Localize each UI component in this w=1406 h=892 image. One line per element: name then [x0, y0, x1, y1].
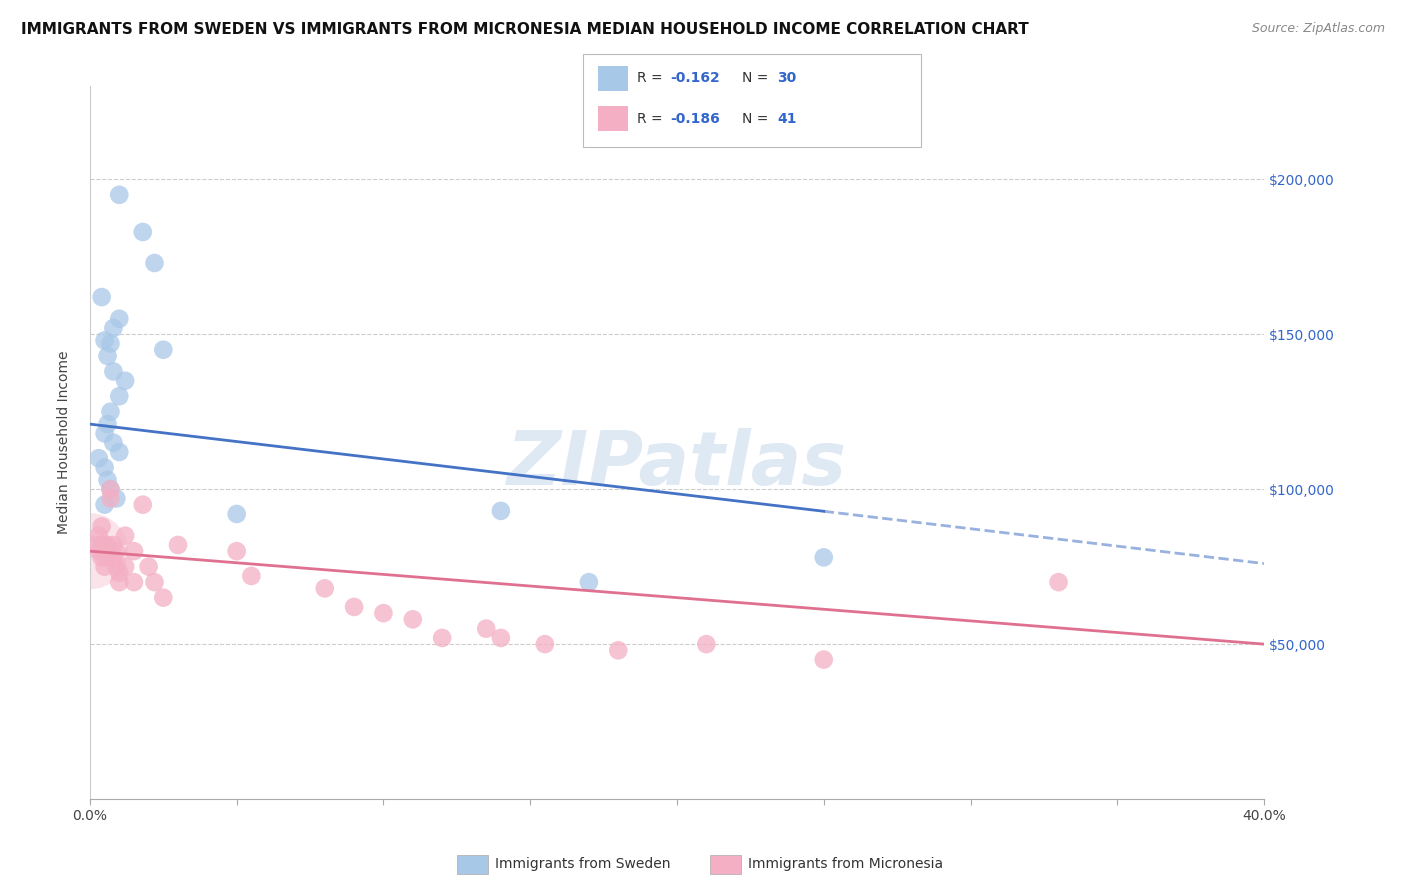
Point — [90, 519, 112, 533]
Point — [87, 451, 110, 466]
Point — [87, 529, 110, 543]
Point — [108, 389, 131, 403]
Point — [1047, 575, 1070, 590]
Point — [114, 374, 136, 388]
Point — [90, 290, 112, 304]
Point — [105, 544, 128, 558]
Point — [132, 225, 155, 239]
Point — [225, 544, 247, 558]
Point — [534, 637, 557, 651]
Point — [578, 575, 600, 590]
Point — [132, 498, 155, 512]
Point — [105, 559, 128, 574]
Point — [167, 538, 190, 552]
Point — [103, 321, 125, 335]
Y-axis label: Median Household Income: Median Household Income — [58, 351, 72, 534]
Point — [108, 445, 131, 459]
Point — [84, 538, 107, 552]
Point — [138, 559, 160, 574]
Point — [100, 482, 122, 496]
Point — [90, 538, 112, 552]
Point — [143, 256, 166, 270]
Point — [122, 575, 145, 590]
Point — [108, 566, 131, 580]
Point — [314, 582, 336, 596]
Text: IMMIGRANTS FROM SWEDEN VS IMMIGRANTS FROM MICRONESIA MEDIAN HOUSEHOLD INCOME COR: IMMIGRANTS FROM SWEDEN VS IMMIGRANTS FRO… — [21, 22, 1029, 37]
Point — [695, 637, 717, 651]
Point — [79, 544, 101, 558]
Point — [93, 559, 115, 574]
Text: Source: ZipAtlas.com: Source: ZipAtlas.com — [1251, 22, 1385, 36]
Point — [402, 612, 425, 626]
Point — [813, 652, 835, 666]
Point — [430, 631, 453, 645]
Point — [225, 507, 247, 521]
Point — [240, 569, 263, 583]
Text: -0.186: -0.186 — [671, 112, 720, 126]
Text: Immigrants from Micronesia: Immigrants from Micronesia — [748, 857, 943, 871]
Point — [114, 559, 136, 574]
Point — [152, 591, 174, 605]
Point — [93, 426, 115, 441]
Text: Immigrants from Sweden: Immigrants from Sweden — [495, 857, 671, 871]
Point — [489, 504, 512, 518]
Point — [103, 435, 125, 450]
Text: 41: 41 — [778, 112, 797, 126]
Point — [100, 405, 122, 419]
Point — [343, 599, 366, 614]
Text: -0.162: -0.162 — [671, 71, 720, 86]
Point — [114, 529, 136, 543]
Text: N =: N = — [742, 112, 773, 126]
Point — [108, 575, 131, 590]
Point — [100, 491, 122, 506]
Point — [105, 491, 128, 506]
Point — [475, 622, 498, 636]
Text: R =: R = — [637, 112, 666, 126]
Point — [93, 538, 115, 552]
Text: 30: 30 — [778, 71, 797, 86]
Point — [96, 538, 118, 552]
Point — [100, 336, 122, 351]
Point — [87, 544, 110, 558]
Point — [607, 643, 630, 657]
Point — [122, 544, 145, 558]
Point — [93, 460, 115, 475]
Point — [93, 334, 115, 348]
Point — [108, 187, 131, 202]
Point — [96, 473, 118, 487]
Point — [96, 550, 118, 565]
Point — [152, 343, 174, 357]
Point — [489, 631, 512, 645]
Text: N =: N = — [742, 71, 773, 86]
Text: ZIPatlas: ZIPatlas — [508, 427, 846, 500]
Point — [108, 311, 131, 326]
Point — [813, 550, 835, 565]
Point — [143, 575, 166, 590]
Point — [103, 364, 125, 378]
Point — [96, 349, 118, 363]
Point — [100, 482, 122, 496]
Point — [96, 544, 118, 558]
Text: R =: R = — [637, 71, 666, 86]
Point — [103, 538, 125, 552]
Point — [93, 544, 115, 558]
Point — [103, 550, 125, 565]
Point — [373, 606, 395, 620]
Point — [96, 417, 118, 431]
Point — [90, 550, 112, 565]
Point — [93, 498, 115, 512]
